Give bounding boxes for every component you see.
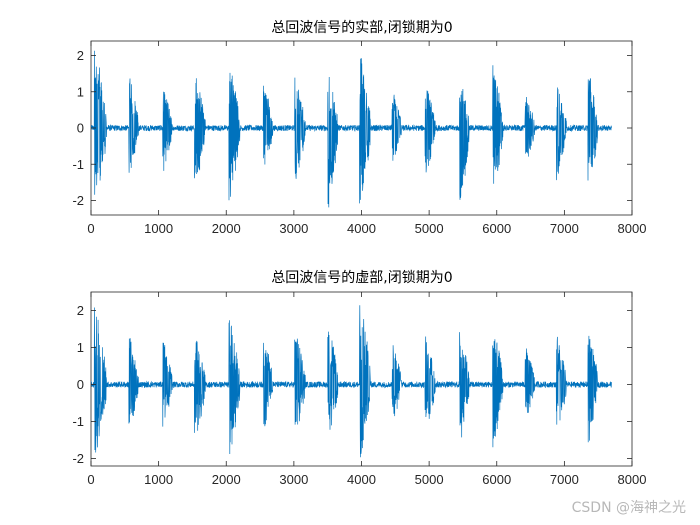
bottom-x-axis-ticks: 0 1000 2000 3000 4000 5000 6000 7000 800…: [87, 472, 646, 487]
top-x-tick-label: 5000: [415, 221, 444, 236]
top-y-tick-label: 1: [77, 84, 84, 99]
top-y-axis-ticks: -2 -1 0 1 2: [72, 48, 84, 208]
top-signal-line: [91, 50, 612, 208]
bottom-x-tick-label: 5000: [415, 472, 444, 487]
bottom-y-tick-label: 0: [77, 377, 84, 392]
bottom-chart-title: 总回波信号的虚部,闭锁期为0: [271, 270, 452, 286]
top-y-tick-label: -1: [72, 157, 84, 172]
bottom-signal-line: [91, 305, 612, 458]
top-x-tick-label: 3000: [279, 221, 308, 236]
top-x-tick-label: 6000: [482, 221, 511, 236]
bottom-x-tick-label: 6000: [482, 472, 511, 487]
top-axes: 总回波信号的实部,闭锁期为0 0 1000 2000 3000 4000 500…: [72, 20, 646, 236]
top-x-tick-label: 0: [87, 221, 94, 236]
top-x-tick-label: 4000: [347, 221, 376, 236]
bottom-y-tick-label: 2: [77, 303, 84, 318]
bottom-axes: 总回波信号的虚部,闭锁期为0 0 1000 2000 3000 4000 500…: [72, 270, 646, 487]
bottom-y-tick-label: -2: [72, 451, 84, 466]
top-x-tick-label: 2000: [212, 221, 241, 236]
top-x-tick-label: 8000: [618, 221, 647, 236]
bottom-y-tick-label: 1: [77, 340, 84, 355]
top-y-tick-label: 2: [77, 48, 84, 63]
bottom-x-tick-label: 3000: [279, 472, 308, 487]
top-x-tick-label: 7000: [550, 221, 579, 236]
bottom-y-tick-label: -1: [72, 414, 84, 429]
bottom-x-tick-label: 4000: [347, 472, 376, 487]
bottom-x-tick-label: 7000: [550, 472, 579, 487]
bottom-plot-area: [90, 291, 633, 467]
top-x-tick-label: 1000: [144, 221, 173, 236]
top-x-axis-ticks: 0 1000 2000 3000 4000 5000 6000 7000 800…: [87, 221, 646, 236]
bottom-x-tick-label: 0: [87, 472, 94, 487]
watermark-text: CSDN @海神之光: [571, 500, 686, 516]
top-y-tick-label: -2: [72, 193, 84, 208]
top-y-tick-label: 0: [77, 121, 84, 136]
bottom-x-tick-label: 8000: [618, 472, 647, 487]
top-plot-area: [90, 40, 633, 216]
bottom-y-axis-ticks: -2 -1 0 1 2: [72, 303, 84, 466]
bottom-x-tick-label: 2000: [212, 472, 241, 487]
bottom-x-tick-label: 1000: [144, 472, 173, 487]
top-chart-title: 总回波信号的实部,闭锁期为0: [271, 20, 452, 36]
